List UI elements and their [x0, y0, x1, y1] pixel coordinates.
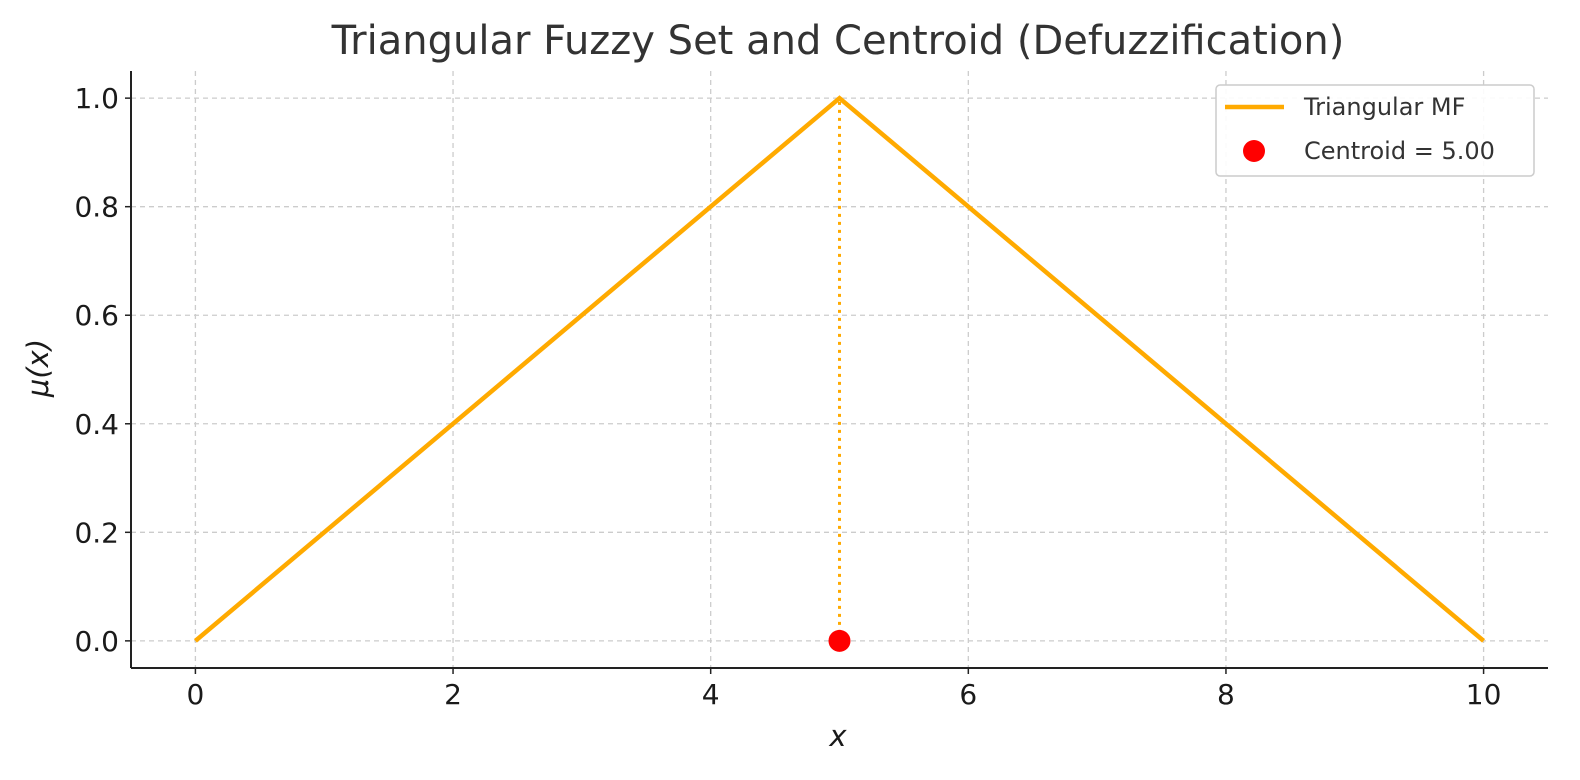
x-tick-label: 8 — [1217, 678, 1235, 711]
x-axis-label: x — [828, 719, 847, 753]
x-tick-label: 4 — [702, 678, 720, 711]
centroid-point — [828, 629, 851, 652]
x-tick-label: 10 — [1466, 678, 1502, 711]
y-axis-label: μ(x) — [21, 339, 55, 398]
tick-labels: 0 2 4 6 8 10 0.0 0.2 0.4 0.6 0.8 1.0 — [74, 82, 1501, 711]
y-tick-label: 0.2 — [74, 516, 119, 549]
legend: Triangular MF Centroid = 5.00 — [1215, 84, 1535, 177]
chart-title: Triangular Fuzzy Set and Centroid (Defuz… — [331, 18, 1345, 64]
legend-box — [1215, 84, 1535, 177]
y-tick-label: 0.8 — [74, 191, 119, 224]
triangular-mf-line — [193, 95, 1486, 643]
x-tick-label: 0 — [186, 678, 204, 711]
y-tick-label: 0.4 — [74, 408, 119, 441]
axes — [125, 71, 1548, 674]
legend-label: Centroid = 5.00 — [1304, 137, 1495, 165]
x-tick-label: 2 — [444, 678, 462, 711]
y-tick-label: 1.0 — [74, 82, 119, 115]
plot-series — [193, 95, 1486, 652]
legend-label: Triangular MF — [1303, 93, 1465, 121]
y-tick-label: 0.0 — [74, 625, 119, 658]
y-tick-label: 0.6 — [74, 299, 119, 332]
legend-marker-swatch — [1243, 140, 1265, 162]
x-tick-label: 6 — [959, 678, 977, 711]
